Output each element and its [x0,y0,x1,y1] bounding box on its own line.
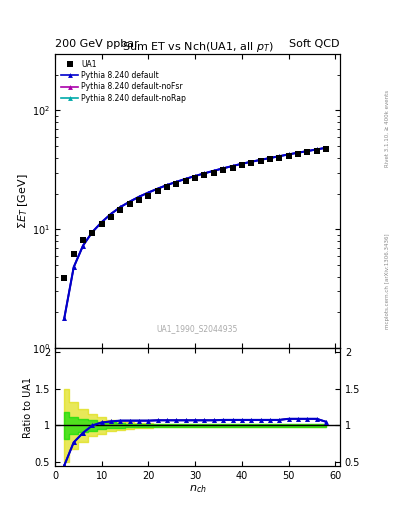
Text: 200 GeV ppbar: 200 GeV ppbar [55,38,139,49]
Legend: UA1, Pythia 8.240 default, Pythia 8.240 default-noFsr, Pythia 8.240 default-noRa: UA1, Pythia 8.240 default, Pythia 8.240 … [59,57,188,105]
Title: Sum ET vs Nch(UA1, all $p_T$): Sum ET vs Nch(UA1, all $p_T$) [122,39,273,54]
Text: Rivet 3.1.10, ≥ 400k events: Rivet 3.1.10, ≥ 400k events [385,90,390,166]
Y-axis label: Ratio to UA1: Ratio to UA1 [24,376,33,438]
Text: mcplots.cern.ch [arXiv:1306.3436]: mcplots.cern.ch [arXiv:1306.3436] [385,234,390,329]
Text: UA1_1990_S2044935: UA1_1990_S2044935 [157,325,238,333]
Y-axis label: $\Sigma E_T$ [GeV]: $\Sigma E_T$ [GeV] [17,173,30,229]
X-axis label: $n_{ch}$: $n_{ch}$ [189,483,206,495]
Text: Soft QCD: Soft QCD [290,38,340,49]
